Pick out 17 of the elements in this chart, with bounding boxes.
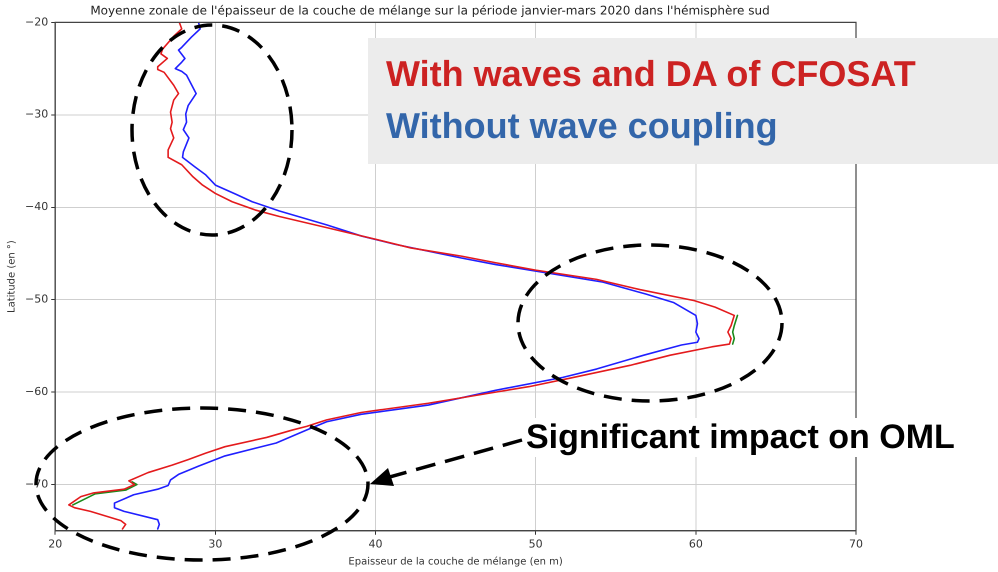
x-axis-title: Epaisseur de la couche de mélange (en m) xyxy=(348,556,563,568)
x-tick-label: 30 xyxy=(208,537,222,550)
annotation: Significant impact on OML xyxy=(524,418,957,457)
y-tick-label: −60 xyxy=(24,385,48,398)
y-tick-label: −30 xyxy=(24,108,48,121)
y-tick-label: −40 xyxy=(24,200,48,214)
y-axis-title: Latitude (en °) xyxy=(6,240,18,314)
y-tick-label: −20 xyxy=(24,15,48,28)
x-tick-label: 70 xyxy=(849,537,863,550)
text: Without wave coupling xyxy=(386,104,779,148)
y-tick-label: −50 xyxy=(24,292,48,306)
x-tick-label: 50 xyxy=(528,537,543,550)
x-tick-label: 60 xyxy=(688,537,703,550)
x-tick-label: 20 xyxy=(48,537,62,550)
text: With waves and DA of CFOSAT xyxy=(386,52,917,96)
x-tick-label: 40 xyxy=(368,537,383,550)
chart-title: Moyenne zonale de l'épaisseur de la couche de mélange sur la période janvier-mars 2020 dans l'hémisphère sud xyxy=(90,3,770,18)
